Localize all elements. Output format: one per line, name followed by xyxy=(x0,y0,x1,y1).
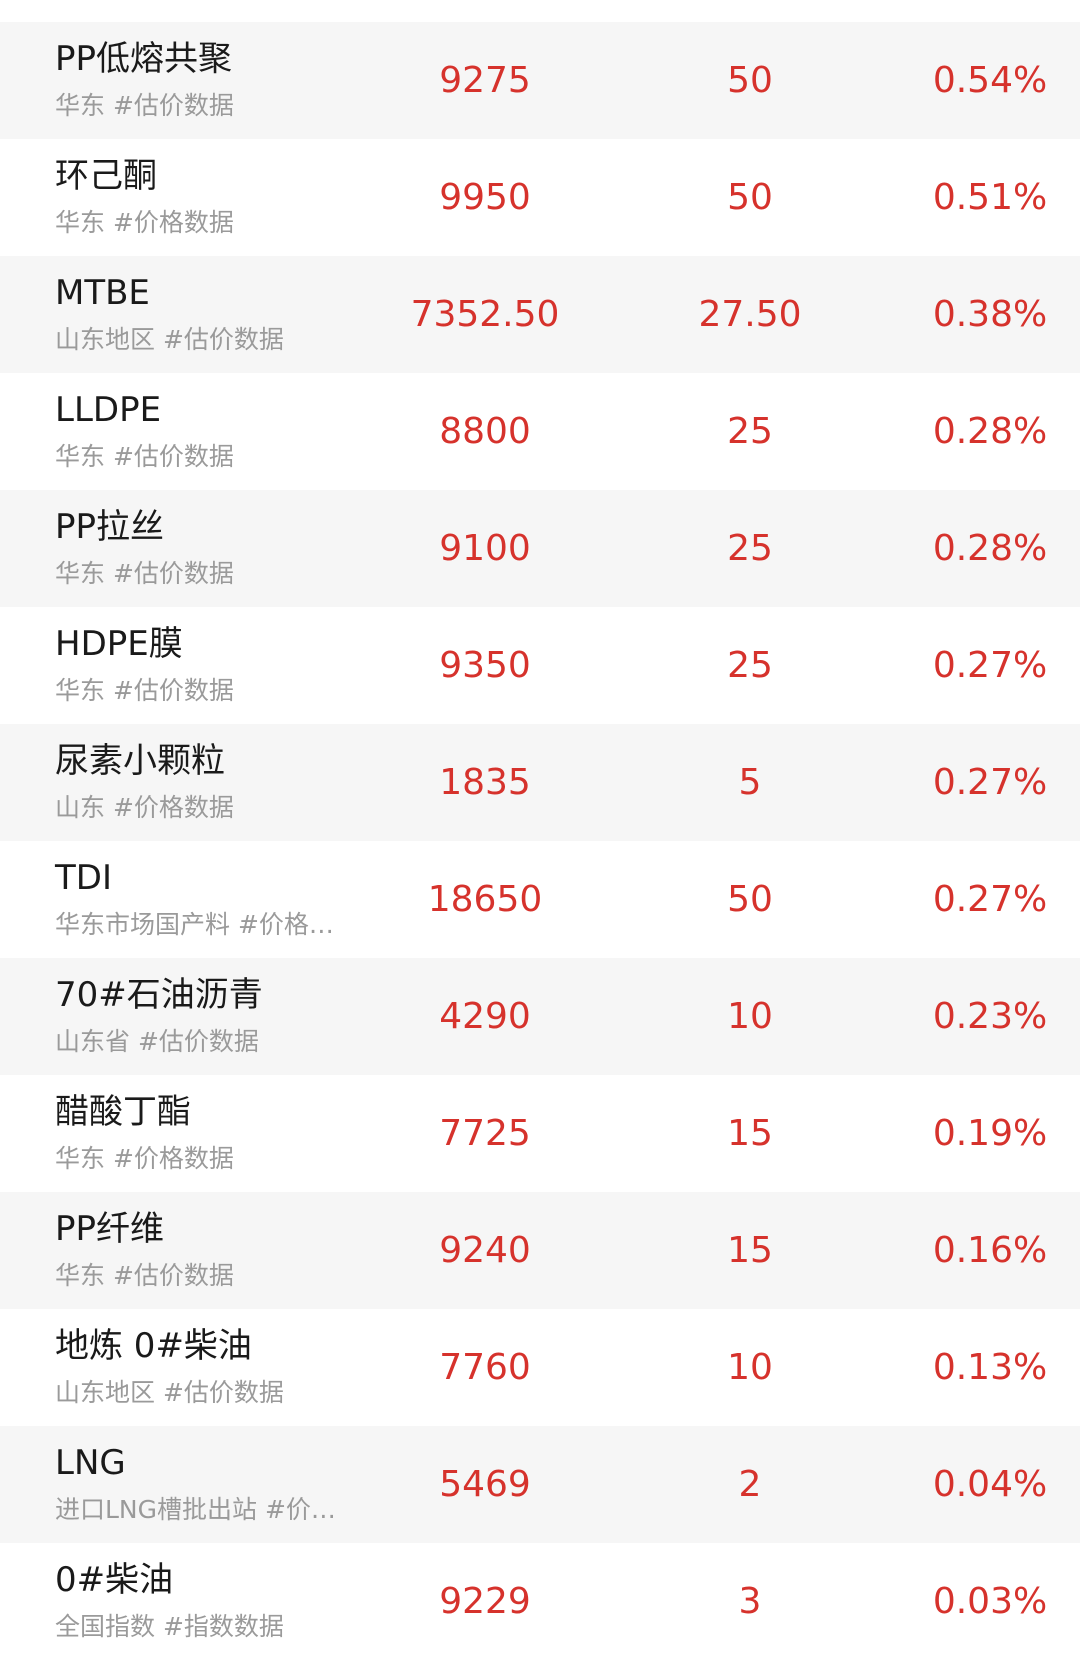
list-item[interactable]: HDPE膜华东 #估价数据 9350 25 0.27% xyxy=(0,607,1080,724)
item-change-percent: 0.13% xyxy=(932,1347,1048,1388)
item-price: 9275 xyxy=(439,60,531,101)
item-name-column: 环己酮华东 #价格数据 xyxy=(0,155,385,241)
item-change: 2 xyxy=(738,1464,762,1505)
item-name-column: 地炼 0#柴油山东地区 #估价数据 xyxy=(0,1325,385,1411)
item-subtitle[interactable]: 进口LNG槽批出站 #价… xyxy=(55,1494,336,1524)
item-price: 18650 xyxy=(427,879,543,920)
item-name-column: PP拉丝华东 #估价数据 xyxy=(0,506,385,592)
item-change-percent: 0.28% xyxy=(932,411,1048,452)
item-title: 70#石油沥青 xyxy=(55,974,263,1015)
item-price: 9229 xyxy=(439,1581,531,1622)
item-change: 25 xyxy=(727,411,773,452)
item-price: 9240 xyxy=(439,1230,531,1271)
item-subtitle[interactable]: 华东 #价格数据 xyxy=(55,207,234,237)
item-change-percent: 0.27% xyxy=(932,762,1048,803)
list-item[interactable]: 环己酮华东 #价格数据 9950 50 0.51% xyxy=(0,139,1080,256)
item-name-column: PP纤维华东 #估价数据 xyxy=(0,1208,385,1294)
item-title: 尿素小颗粒 xyxy=(55,740,225,781)
item-name-column: HDPE膜华东 #估价数据 xyxy=(0,623,385,709)
list-item[interactable]: 尿素小颗粒山东 #价格数据 1835 5 0.27% xyxy=(0,724,1080,841)
item-title: PP纤维 xyxy=(55,1208,165,1249)
item-price: 9950 xyxy=(439,177,531,218)
item-change-percent: 0.04% xyxy=(932,1464,1048,1505)
item-change: 50 xyxy=(727,879,773,920)
item-price: 8800 xyxy=(439,411,531,452)
list-item[interactable]: LLDPE 华东 #估价数据 8800 25 0.28% xyxy=(0,373,1080,490)
list-item[interactable]: LNG 进口LNG槽批出站 #价… 5469 2 0.04% xyxy=(0,1426,1080,1543)
item-subtitle[interactable]: 华东市场国产料 #价格… xyxy=(55,909,334,939)
item-change: 25 xyxy=(727,528,773,569)
item-change: 50 xyxy=(727,60,773,101)
item-subtitle[interactable]: 山东省 #估价数据 xyxy=(55,1026,259,1056)
item-change-percent: 0.28% xyxy=(932,528,1048,569)
item-subtitle[interactable]: 华东 #估价数据 xyxy=(55,1260,234,1290)
item-title: HDPE膜 xyxy=(55,623,183,664)
item-price: 7760 xyxy=(439,1347,531,1388)
item-name-column: LNG 进口LNG槽批出站 #价… xyxy=(0,1442,385,1528)
item-name-column: TDI 华东市场国产料 #价格… xyxy=(0,857,385,943)
item-price: 4290 xyxy=(439,996,531,1037)
item-change-percent: 0.27% xyxy=(932,645,1048,686)
item-subtitle[interactable]: 山东地区 #估价数据 xyxy=(55,1377,284,1407)
item-title: 地炼 0#柴油 xyxy=(55,1325,252,1366)
item-price: 9350 xyxy=(439,645,531,686)
item-change: 15 xyxy=(727,1230,773,1271)
item-price: 1835 xyxy=(439,762,531,803)
item-change-percent: 0.27% xyxy=(932,879,1048,920)
item-title: 环己酮 xyxy=(55,155,157,196)
item-subtitle[interactable]: 华东 #估价数据 xyxy=(55,90,234,120)
item-price: 9100 xyxy=(439,528,531,569)
item-title: LLDPE xyxy=(55,389,162,430)
item-change: 10 xyxy=(727,1347,773,1388)
item-name-column: LLDPE 华东 #估价数据 xyxy=(0,389,385,475)
item-change: 15 xyxy=(727,1113,773,1154)
item-name-column: 0#柴油全国指数 #指数数据 xyxy=(0,1559,385,1645)
item-subtitle[interactable]: 华东 #估价数据 xyxy=(55,675,234,705)
item-title: TDI xyxy=(55,857,112,898)
item-change: 5 xyxy=(738,762,762,803)
item-change: 10 xyxy=(727,996,773,1037)
item-price: 5469 xyxy=(439,1464,531,1505)
item-change-percent: 0.38% xyxy=(932,294,1048,335)
item-change-percent: 0.19% xyxy=(932,1113,1048,1154)
item-title: 0#柴油 xyxy=(55,1559,174,1600)
list-item[interactable]: 醋酸丁酯华东 #价格数据 7725 15 0.19% xyxy=(0,1075,1080,1192)
item-name-column: PP低熔共聚华东 #估价数据 xyxy=(0,38,385,124)
item-subtitle[interactable]: 华东 #估价数据 xyxy=(55,558,234,588)
item-change-percent: 0.23% xyxy=(932,996,1048,1037)
list-item[interactable]: MTBE 山东地区 #估价数据 7352.50 27.50 0.38% xyxy=(0,256,1080,373)
item-change: 3 xyxy=(738,1581,762,1622)
item-title: 醋酸丁酯 xyxy=(55,1091,191,1132)
item-change: 25 xyxy=(727,645,773,686)
item-change-percent: 0.51% xyxy=(932,177,1048,218)
item-name-column: 70#石油沥青山东省 #估价数据 xyxy=(0,974,385,1060)
item-subtitle[interactable]: 山东地区 #估价数据 xyxy=(55,324,284,354)
item-change-percent: 0.54% xyxy=(932,60,1048,101)
item-subtitle[interactable]: 全国指数 #指数数据 xyxy=(55,1611,284,1641)
item-subtitle[interactable]: 华东 #价格数据 xyxy=(55,1143,234,1173)
item-title: PP拉丝 xyxy=(55,506,165,547)
item-change: 50 xyxy=(727,177,773,218)
list-item[interactable]: 0#柴油全国指数 #指数数据 9229 3 0.03% xyxy=(0,1543,1080,1660)
item-price: 7352.50 xyxy=(410,294,560,335)
price-list: PP低熔共聚华东 #估价数据 9275 50 0.54% 环己酮华东 #价格数据 9950… xyxy=(0,22,1080,1660)
item-change-percent: 0.03% xyxy=(932,1581,1048,1622)
item-subtitle[interactable]: 华东 #估价数据 xyxy=(55,441,234,471)
list-item[interactable]: PP拉丝华东 #估价数据 9100 25 0.28% xyxy=(0,490,1080,607)
list-item[interactable]: 地炼 0#柴油山东地区 #估价数据 7760 10 0.13% xyxy=(0,1309,1080,1426)
item-name-column: 醋酸丁酯华东 #价格数据 xyxy=(0,1091,385,1177)
item-name-column: MTBE 山东地区 #估价数据 xyxy=(0,272,385,358)
item-title: LNG xyxy=(55,1442,126,1483)
list-item[interactable]: 70#石油沥青山东省 #估价数据 4290 10 0.23% xyxy=(0,958,1080,1075)
list-item[interactable]: PP纤维华东 #估价数据 9240 15 0.16% xyxy=(0,1192,1080,1309)
item-change: 27.50 xyxy=(698,294,802,335)
list-item[interactable]: TDI 华东市场国产料 #价格… 18650 50 0.27% xyxy=(0,841,1080,958)
item-name-column: 尿素小颗粒山东 #价格数据 xyxy=(0,740,385,826)
item-change-percent: 0.16% xyxy=(932,1230,1048,1271)
item-title: MTBE xyxy=(55,272,150,313)
item-price: 7725 xyxy=(439,1113,531,1154)
list-item[interactable]: PP低熔共聚华东 #估价数据 9275 50 0.54% xyxy=(0,22,1080,139)
item-title: PP低熔共聚 xyxy=(55,38,233,79)
item-subtitle[interactable]: 山东 #价格数据 xyxy=(55,792,234,822)
